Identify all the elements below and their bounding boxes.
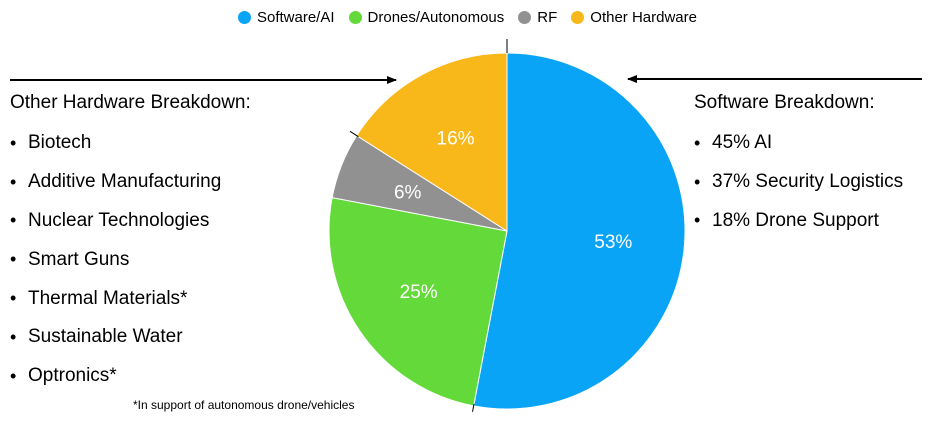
list-item: • Sustainable Water	[10, 318, 251, 357]
list-item: • Smart Guns	[10, 240, 251, 279]
bullet-icon: •	[694, 171, 701, 192]
software-breakdown: Software Breakdown: • 45% AI • 37% Security…	[694, 92, 903, 240]
bullet-icon: •	[10, 365, 17, 386]
slice-label: 25%	[400, 282, 438, 303]
pie-slices: 53% 25% 6% 16%	[328, 39, 686, 412]
list-item: • Optronics*	[10, 357, 251, 396]
slice-label: 16%	[437, 128, 475, 149]
legend-swatch	[348, 11, 362, 24]
list-item: • Additive Manufacturing	[10, 163, 251, 202]
list-item: • 18% Drone Support	[694, 202, 903, 241]
list-item: • 37% Security Logistics	[694, 163, 903, 202]
bullet-icon: •	[694, 210, 701, 231]
bullet-icon: •	[10, 326, 17, 347]
pie-slice	[473, 52, 686, 410]
list-item-label: 18% Drone Support	[712, 209, 879, 231]
legend-swatch	[237, 11, 251, 24]
slice-label: 6%	[394, 183, 422, 204]
bullet-icon: •	[10, 132, 17, 153]
legend-item: Other Hardware	[571, 9, 697, 26]
other-hardware-list: • Biotech • Additive Manufacturing • Nuclear …	[10, 124, 251, 396]
bullet-icon: •	[10, 249, 17, 270]
list-item: • Biotech	[10, 124, 251, 163]
bullet-icon: •	[694, 132, 701, 153]
list-item: • Nuclear Technologies	[10, 202, 251, 241]
slice-label: 53%	[594, 232, 632, 253]
list-item-label: Optronics*	[28, 365, 117, 387]
list-item-label: Sustainable Water	[28, 326, 183, 348]
bullet-icon: •	[10, 171, 17, 192]
legend-item: RF	[518, 9, 557, 26]
other-hardware-breakdown-title: Other Hardware Breakdown:	[10, 92, 251, 113]
legend-label: Software/AI	[256, 9, 335, 26]
legend-item: Drones/Autonomous	[348, 9, 505, 26]
pie-slice	[328, 197, 508, 407]
slice-pointer-line	[472, 403, 475, 412]
list-item: • Thermal Materials*	[10, 279, 251, 318]
legend-label: Other Hardware	[590, 9, 697, 26]
bullet-icon: •	[10, 288, 17, 309]
list-item: • 45% AI	[694, 124, 903, 163]
software-list: • 45% AI • 37% Security Logistics • 18% Drone…	[694, 124, 903, 240]
footnote: *In support of autonomous drone/vehicles	[133, 398, 355, 412]
list-item-label: Nuclear Technologies	[28, 209, 210, 231]
software-breakdown-title: Software Breakdown:	[694, 92, 875, 113]
list-item-label: Additive Manufacturing	[28, 171, 222, 193]
legend-label: RF	[537, 9, 558, 26]
list-item-label: Smart Guns	[28, 248, 130, 270]
list-item-label: 45% AI	[712, 132, 773, 154]
legend-item: Software/AI	[237, 9, 335, 26]
list-item-label: Thermal Materials*	[28, 287, 188, 309]
list-item-label: Biotech	[28, 132, 92, 154]
legend-label: Drones/Autonomous	[367, 9, 505, 26]
pie-slice	[356, 52, 508, 232]
list-item-label: 37% Security Logistics	[712, 171, 904, 193]
legend-swatch	[518, 11, 532, 24]
slice-pointer-line	[349, 130, 359, 138]
chart-legend: Software/AI Drones/Autonomous RF Other Hard…	[0, 9, 935, 26]
other-hardware-breakdown: Other Hardware Breakdown: • Biotech • Addit…	[10, 92, 251, 396]
bullet-icon: •	[10, 210, 17, 231]
legend-swatch	[571, 11, 585, 24]
